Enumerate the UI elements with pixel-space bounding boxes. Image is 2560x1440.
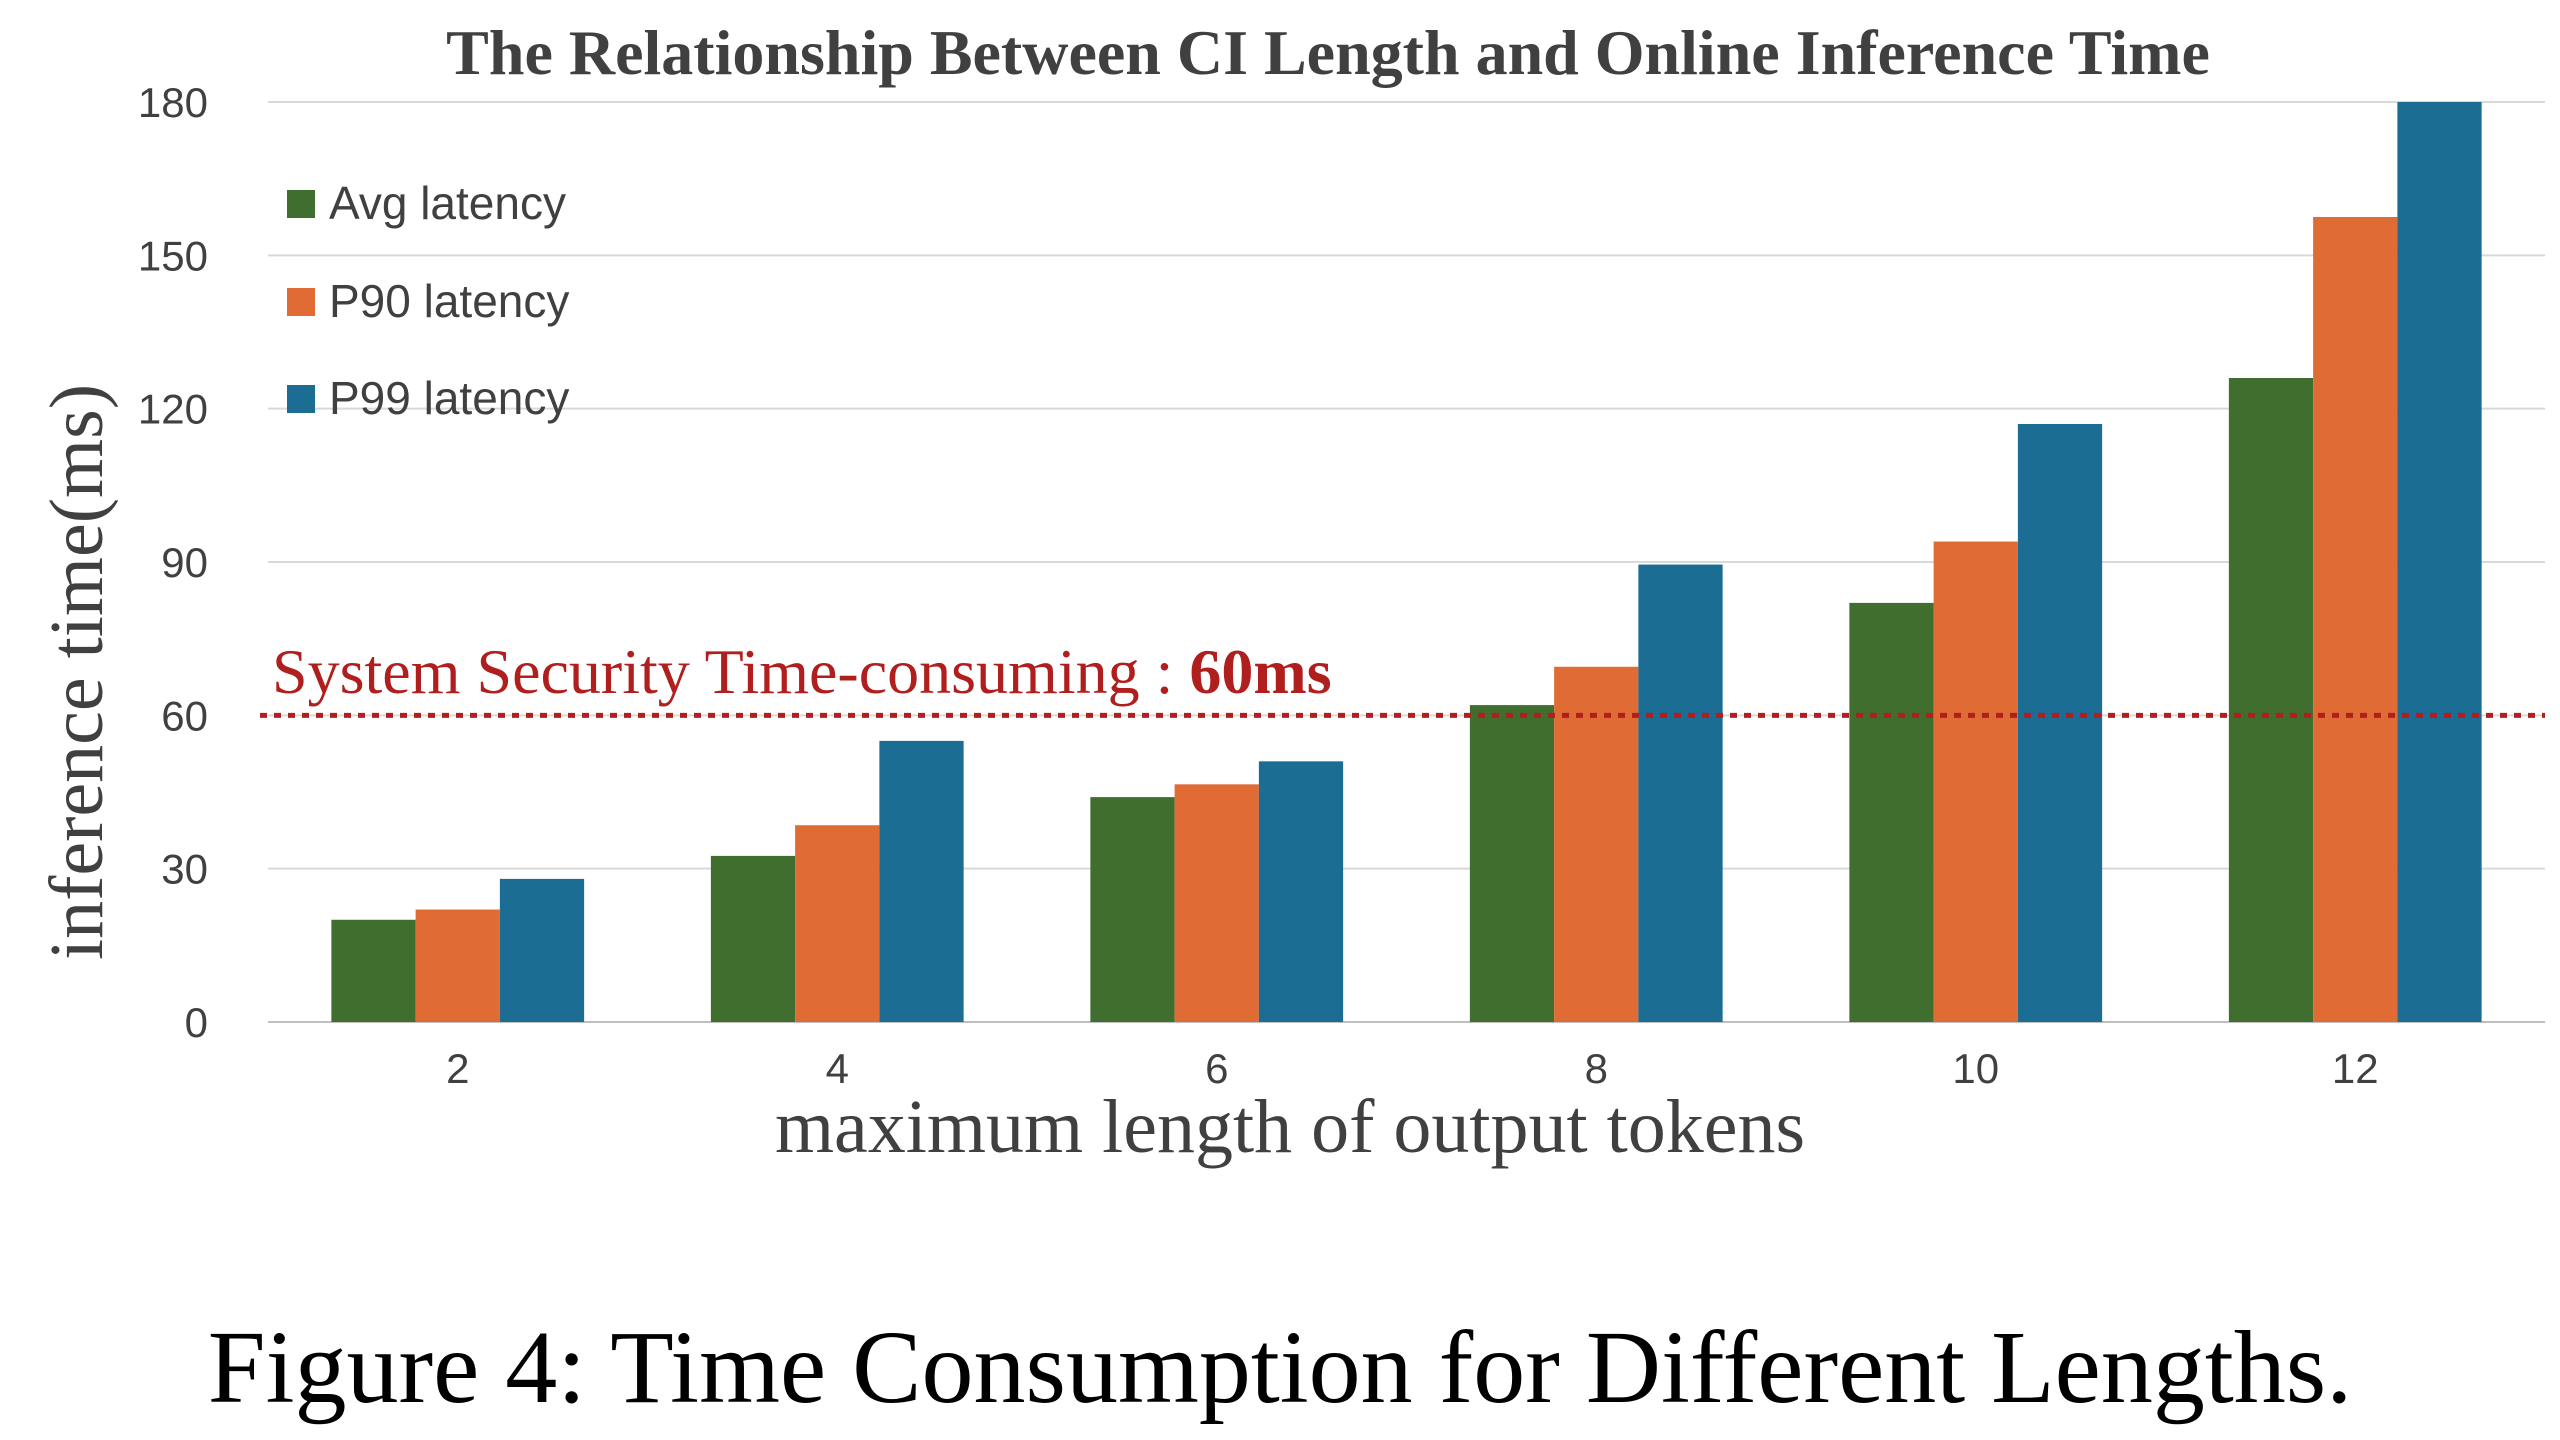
bar bbox=[1090, 797, 1175, 1022]
bar bbox=[1849, 602, 1934, 1022]
bar bbox=[795, 825, 880, 1022]
x-tick-label: 6 bbox=[1205, 1045, 1228, 1092]
reference-line-label-value: 60ms bbox=[1189, 636, 1331, 707]
bar bbox=[1933, 541, 2018, 1022]
y-tick-label: 180 bbox=[138, 79, 208, 126]
bar bbox=[2313, 217, 2398, 1022]
y-tick-label: 60 bbox=[161, 692, 208, 739]
reference-line-label-prefix: System Security Time-consuming : bbox=[272, 636, 1189, 707]
bar bbox=[879, 740, 964, 1022]
y-tick-label: 90 bbox=[161, 539, 208, 586]
x-tick-label: 8 bbox=[1585, 1045, 1608, 1092]
x-tick-labels: 2 4 6 8 10 12 bbox=[446, 1045, 2379, 1092]
y-tick-label: 30 bbox=[161, 846, 208, 893]
legend-label: Avg latency bbox=[329, 177, 566, 229]
bars bbox=[331, 102, 2482, 1022]
chart-title: The Relationship Between CI Length and O… bbox=[446, 17, 2210, 88]
bar bbox=[331, 919, 416, 1022]
bar bbox=[499, 878, 585, 1022]
x-tick-label: 12 bbox=[2332, 1045, 2379, 1092]
legend-label: P99 latency bbox=[329, 372, 569, 424]
bar bbox=[1469, 705, 1555, 1022]
y-tick-label: 120 bbox=[138, 386, 208, 433]
bar bbox=[2397, 102, 2482, 1022]
y-tick-label: 150 bbox=[138, 232, 208, 279]
x-tick-label: 4 bbox=[826, 1045, 849, 1092]
legend-swatch bbox=[287, 385, 315, 413]
x-axis-label: maximum length of output tokens bbox=[775, 1085, 1805, 1169]
bar bbox=[2228, 378, 2314, 1022]
legend-label: P90 latency bbox=[329, 275, 569, 327]
bar bbox=[2017, 424, 2103, 1022]
y-tick-label: 0 bbox=[185, 999, 208, 1046]
y-tick-labels: 0 30 60 90 120 150 180 bbox=[138, 79, 208, 1046]
bar bbox=[710, 855, 796, 1022]
bar bbox=[1258, 761, 1344, 1022]
reference-line-label: System Security Time-consuming : 60ms bbox=[272, 636, 1332, 707]
legend-swatch bbox=[287, 190, 315, 218]
figure-caption: Figure 4: Time Consumption for Different… bbox=[208, 1310, 2352, 1425]
bar bbox=[1638, 564, 1723, 1022]
legend-swatch bbox=[287, 288, 315, 316]
bar bbox=[1554, 666, 1639, 1022]
gridlines bbox=[268, 101, 2545, 1023]
y-axis-label: inference time(ms) bbox=[35, 384, 119, 960]
bar bbox=[1174, 784, 1259, 1022]
x-tick-label: 2 bbox=[446, 1045, 469, 1092]
x-tick-label: 10 bbox=[1952, 1045, 1999, 1092]
bar bbox=[415, 909, 500, 1022]
legend: Avg latency P90 latency P99 latency bbox=[287, 177, 569, 424]
